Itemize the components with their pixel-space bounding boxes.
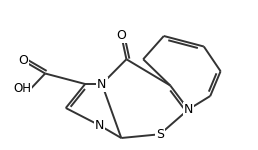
Text: O: O — [116, 29, 126, 42]
Text: OH: OH — [13, 82, 31, 95]
Text: N: N — [95, 119, 104, 132]
Text: O: O — [18, 54, 28, 67]
Text: N: N — [97, 78, 107, 90]
Text: N: N — [184, 103, 193, 116]
Text: S: S — [156, 128, 164, 141]
